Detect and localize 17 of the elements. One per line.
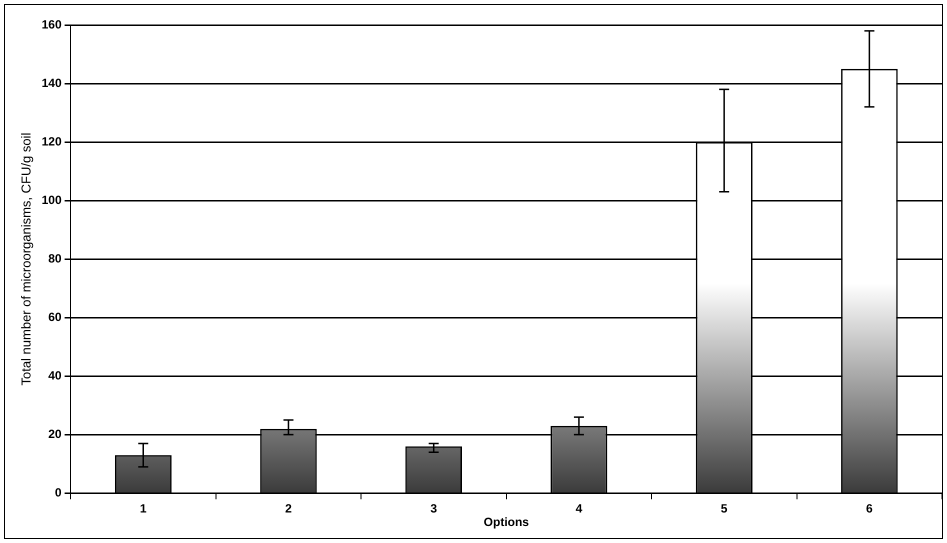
y-tick-label: 100 bbox=[42, 192, 62, 207]
x-tick-label: 6 bbox=[866, 502, 874, 516]
y-tick-label: 160 bbox=[42, 17, 62, 32]
y-tick-label: 140 bbox=[42, 76, 62, 90]
y-tick-label: 80 bbox=[48, 251, 62, 266]
y-tick-label: 40 bbox=[48, 368, 62, 382]
y-tick-label: 0 bbox=[54, 486, 62, 500]
y-tick-label: 120 bbox=[42, 134, 62, 148]
x-tick-label: 1 bbox=[140, 502, 147, 516]
x-tick-label: 3 bbox=[430, 502, 438, 516]
x-axis-title: Options bbox=[484, 515, 530, 530]
y-axis-title: Total number of microorganisms, CFU/g soil bbox=[18, 132, 34, 386]
x-tick-label: 4 bbox=[576, 502, 583, 516]
y-tick-label: 60 bbox=[48, 310, 62, 324]
y-tick-label: 20 bbox=[48, 426, 62, 441]
x-tick-label: 2 bbox=[285, 502, 292, 516]
x-tick-label: 5 bbox=[720, 502, 728, 516]
